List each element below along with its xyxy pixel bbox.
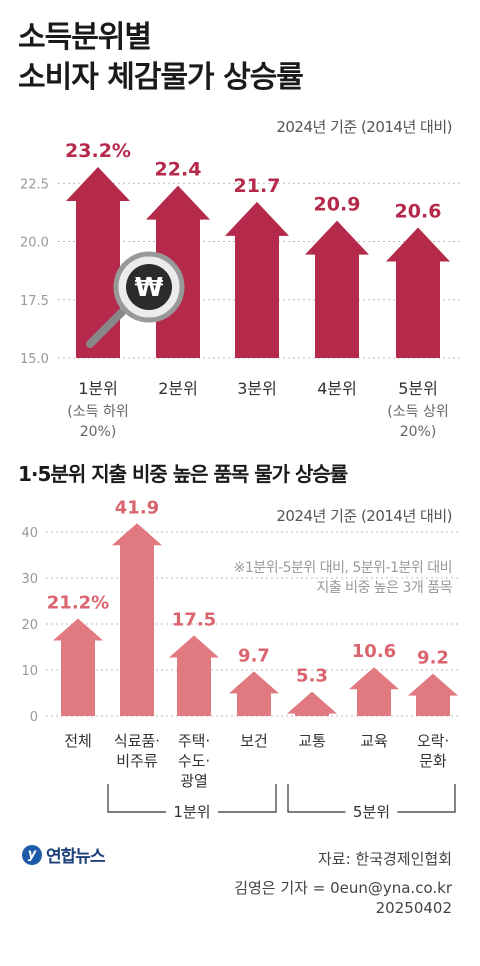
- chart1-category-label: 5분위: [398, 379, 438, 398]
- chart1-category-label: 2분위: [158, 379, 198, 398]
- chart2-footnote-line2: 지출 비중 높은 3개 품목: [316, 580, 452, 596]
- chart2-data-label: 21.2%: [47, 592, 109, 613]
- chart1-category-label: 1분위: [78, 379, 118, 398]
- chart2-bar: [229, 671, 279, 716]
- won-coin: [126, 264, 172, 310]
- logo-text: 연합뉴스: [46, 847, 106, 867]
- chart2-data-label: 41.9: [115, 497, 159, 518]
- group-bracket: [107, 784, 277, 813]
- chart2-category-label: 전체: [64, 732, 92, 750]
- date-text: 20250402: [375, 899, 452, 917]
- chart1-svg: 15.0 17.5 20.0 22.5 23.2% 1분위 (소득 하위 20%) 22.4 2분…: [20, 140, 460, 440]
- chart1-category-label: 3분위: [237, 379, 277, 398]
- chart1-bar: [386, 227, 450, 358]
- chart1-ytick-label: 17.5: [20, 294, 49, 309]
- group-label: 5분위: [353, 803, 390, 821]
- chart1-category-label: 4분위: [317, 379, 357, 398]
- group-bracket: [287, 784, 456, 813]
- won-magnifier-icon: ₩: [86, 251, 185, 348]
- chart1-bar: [305, 220, 369, 358]
- chart2-data-label: 5.3: [296, 666, 328, 687]
- source-text: 자료: 한국경제인협회: [317, 850, 452, 868]
- chart2-bar: [112, 523, 162, 716]
- chart2-category-label: 보건: [240, 732, 268, 750]
- chart1-data-label: 22.4: [155, 159, 202, 181]
- chart1-data-label: 21.7: [234, 175, 281, 197]
- chart2-ytick-label: 20: [21, 618, 38, 633]
- chart1-note: 2024년 기준 (2014년 대비): [276, 118, 452, 136]
- chart1-data-label: 20.9: [314, 194, 361, 216]
- chart2-bar: [169, 635, 219, 716]
- chart2-ytick-label: 30: [21, 572, 38, 587]
- chart1-data-label: 23.2%: [65, 140, 131, 162]
- chart2-footnote-line1: ※1분위-5분위 대비, 5분위-1분위 대비: [233, 560, 453, 576]
- chart2-data-label: 10.6: [352, 641, 396, 662]
- chart2-note: 2024년 기준 (2014년 대비): [276, 507, 452, 525]
- chart2-data-label: 9.2: [417, 648, 449, 669]
- chart1-bar: [225, 201, 289, 358]
- logo-mark-icon: y: [22, 844, 42, 865]
- chart2-category-label: 식료품· 비주류: [114, 732, 160, 770]
- chart1-ytick-label: 20.0: [20, 236, 49, 251]
- author-block: 김영은 기자 = 0eun@yna.co.kr 20250402: [234, 878, 452, 918]
- won-symbol: ₩: [135, 273, 164, 303]
- page-title: 소득분위별 소비자 체감물가 상승률: [18, 18, 304, 98]
- title-line-1: 소득분위별: [18, 20, 152, 55]
- chart2-bar: [349, 667, 399, 716]
- chart1-category-sublabel: (소득 상위 20%): [387, 404, 448, 440]
- author-text: 김영은 기자 = 0eun@yna.co.kr: [234, 879, 452, 897]
- chart2-data-label: 9.7: [238, 645, 270, 666]
- chart2-bar: [408, 673, 458, 716]
- chart2-category-label: 주택· 수도· 광열: [178, 732, 210, 790]
- logo: y 연합뉴스: [22, 842, 106, 867]
- chart1-category-sublabel: (소득 하위 20%): [67, 404, 128, 440]
- chart2-category-label: 오락· 문화: [417, 732, 449, 770]
- chart1-data-label: 20.6: [395, 201, 442, 223]
- chart2-title: 1·5분위 지출 비중 높은 품목 물가 상승률: [18, 462, 348, 486]
- chart1-ytick-label: 22.5: [20, 177, 49, 192]
- chart2-category-label: 교육: [360, 732, 388, 750]
- chart2-ytick-label: 10: [21, 664, 38, 679]
- chart2-bar: [287, 691, 337, 716]
- chart1-ytick-label: 15.0: [20, 352, 49, 367]
- chart2-ytick-label: 0: [30, 710, 38, 725]
- chart2-data-label: 17.5: [172, 610, 216, 631]
- chart2-ytick-label: 40: [21, 526, 38, 541]
- chart2-bar: [53, 618, 103, 716]
- group-label: 1분위: [173, 803, 210, 821]
- chart2-category-label: 교통: [298, 732, 326, 750]
- title-line-2: 소비자 체감물가 상승률: [18, 60, 304, 95]
- chart1-bar: [66, 166, 130, 358]
- magnifier-handle: [86, 308, 126, 348]
